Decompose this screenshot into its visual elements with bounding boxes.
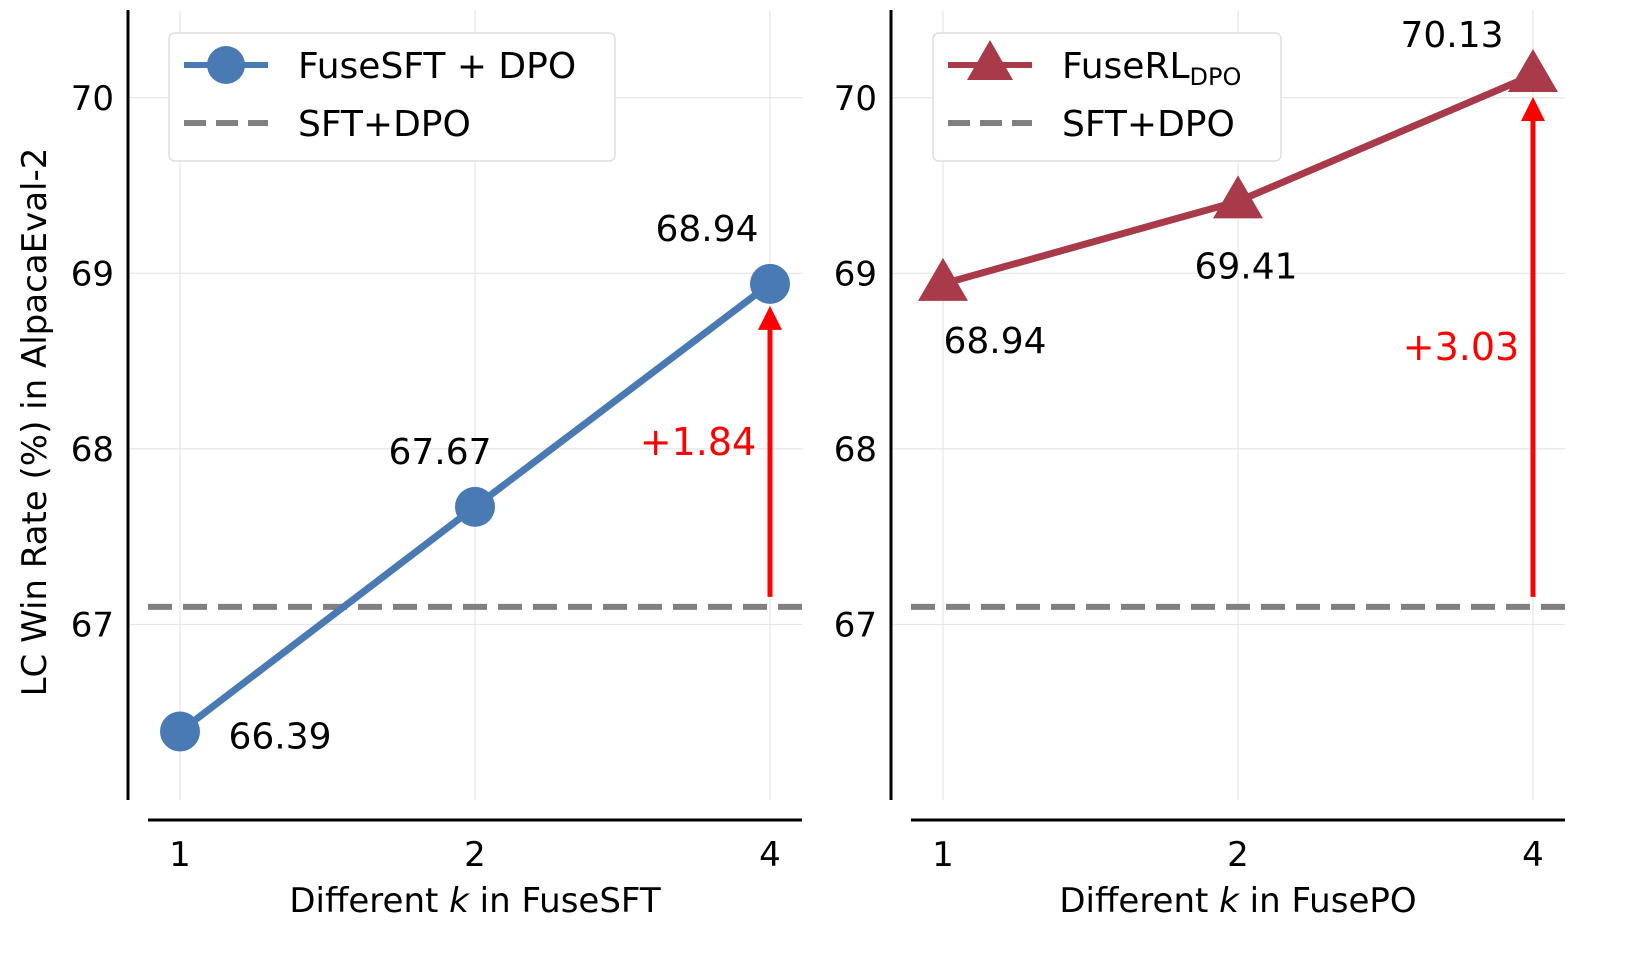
- y-tick-label: 69: [71, 254, 114, 294]
- data-label: 68.94: [943, 321, 1046, 362]
- gain-label-left: +1.84: [640, 420, 756, 464]
- x-tick-label: 1: [932, 835, 954, 875]
- legend-left: FuseSFT + DPO SFT+DPO: [168, 32, 616, 162]
- y-tick-label: 68: [834, 430, 877, 470]
- y-ticks-left: 67 68 69 70: [71, 79, 114, 646]
- gain-arrow-head: [758, 305, 782, 330]
- data-label: 66.39: [228, 717, 331, 758]
- data-labels-left: 66.39 67.67 68.94: [228, 209, 758, 758]
- data-point: [455, 486, 495, 527]
- y-tick-label: 68: [71, 430, 114, 470]
- x-ticks-right: 1 2 4: [932, 835, 1544, 875]
- legend-baseline-text-right: SFT+DPO: [1062, 104, 1235, 145]
- data-label: 68.94: [655, 209, 758, 250]
- legend-series-text-right: FuseRLDPO: [1062, 46, 1241, 91]
- x-tick-label: 4: [1522, 835, 1544, 875]
- y-tick-label: 67: [71, 605, 114, 645]
- y-tick-label: 70: [71, 79, 114, 119]
- grid-y-left: [128, 97, 802, 626]
- legend-right: FuseRLDPO SFT+DPO: [932, 32, 1282, 162]
- chart-left: 67 68 69 70 1 2 4 66.39 67.67 68.94 +1.84 FuseS…: [15, 10, 802, 921]
- x-tick-label: 4: [759, 835, 781, 875]
- data-point: [918, 257, 968, 301]
- gain-arrow-left: [758, 305, 782, 597]
- legend-series-marker-right: [967, 40, 1013, 80]
- series-left: [160, 263, 790, 752]
- y-tick-label: 67: [834, 605, 877, 645]
- data-labels-right: 68.94 69.41 70.13: [943, 15, 1503, 362]
- chart-right: 67 68 69 70 1 2 4 68.94 69.41 70.13 +3.03 FuseR…: [834, 10, 1565, 921]
- x-tick-label: 1: [169, 835, 191, 875]
- data-point: [1508, 48, 1558, 92]
- x-axis-label-right: Different k in FusePO: [1059, 881, 1416, 921]
- y-ticks-right: 67 68 69 70: [834, 79, 877, 646]
- x-tick-label: 2: [464, 835, 486, 875]
- data-label: 67.67: [388, 432, 491, 473]
- legend-series-marker-left: [207, 46, 245, 84]
- x-ticks-left: 1 2 4: [169, 835, 781, 875]
- series-right: [918, 48, 1558, 301]
- x-axis-label-left: Different k in FuseSFT: [289, 881, 661, 921]
- gain-label-right: +3.03: [1403, 325, 1519, 369]
- legend-baseline-text-left: SFT+DPO: [298, 104, 471, 145]
- legend-series-text-left: FuseSFT + DPO: [298, 46, 576, 87]
- gain-arrow-head: [1521, 96, 1545, 121]
- y-axis-label: LC Win Rate (%) in AlpacaEval-2: [15, 148, 55, 697]
- data-point: [750, 263, 790, 304]
- y-tick-label: 69: [834, 254, 877, 294]
- x-tick-label: 2: [1227, 835, 1249, 875]
- y-tick-label: 70: [834, 79, 877, 119]
- data-point: [1213, 175, 1263, 219]
- data-label: 69.41: [1194, 246, 1297, 287]
- data-point: [160, 711, 200, 752]
- legend-box-left: [168, 32, 616, 162]
- gain-arrow-right: [1521, 96, 1545, 597]
- data-label: 70.13: [1400, 15, 1503, 56]
